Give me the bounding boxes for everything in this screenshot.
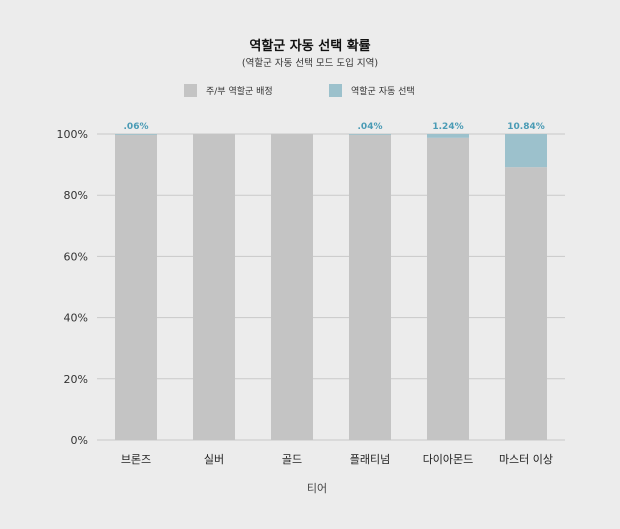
bar-allocated-cat-2	[271, 134, 313, 440]
data-label-cat-4: 1.24%	[432, 122, 463, 132]
y-tick-label: 20%	[64, 373, 88, 386]
bar-allocated-cat-1	[193, 134, 235, 440]
chart-title: 역할군 자동 선택 확률	[249, 38, 370, 54]
y-tick-label: 0%	[71, 434, 88, 447]
bar-autofill-cat-5	[505, 134, 547, 168]
x-category-label: 마스터 이상	[499, 453, 553, 466]
y-tick-label: 100%	[57, 128, 88, 141]
y-tick-label: 40%	[64, 312, 88, 325]
bar-allocated-cat-5	[505, 167, 547, 440]
x-category-label: 다이아몬드	[423, 453, 474, 466]
chart-subtitle: (역할군 자동 선택 모드 도입 지역)	[242, 57, 378, 69]
legend: 주/부 역할군 배정 역할군 자동 선택	[184, 84, 415, 97]
bar-allocated-cat-3	[349, 134, 391, 440]
x-axis-title: 티어	[307, 482, 327, 495]
bar-allocated-cat-4	[427, 137, 469, 440]
gridlines	[97, 133, 565, 441]
y-tick-label: 80%	[64, 189, 88, 202]
bar-autofill-cat-0	[115, 134, 157, 135]
legend-label-autofill: 역할군 자동 선택	[351, 86, 415, 97]
legend-label-allocated: 주/부 역할군 배정	[206, 86, 273, 97]
x-category-label: 골드	[282, 453, 302, 466]
bar-allocated-cat-0	[115, 134, 157, 440]
data-label-cat-0: .06%	[124, 122, 149, 132]
data-labels: .06% .04% 1.24% 10.84%	[124, 122, 545, 132]
data-label-cat-3: .04%	[358, 122, 383, 132]
x-axis-categories: 브론즈 실버 골드 플래티넘 다이아몬드 마스터 이상	[121, 453, 553, 466]
y-tick-label: 60%	[64, 250, 88, 263]
x-category-label: 브론즈	[121, 453, 151, 466]
legend-swatch-allocated	[184, 84, 197, 97]
x-category-label: 플래티넘	[350, 453, 390, 466]
x-category-label: 실버	[204, 453, 224, 466]
data-label-cat-5: 10.84%	[507, 122, 545, 132]
bar-autofill-cat-4	[427, 134, 469, 138]
bars	[115, 134, 547, 440]
legend-swatch-autofill	[329, 84, 342, 97]
y-axis-ticks: 0% 20% 40% 60% 80% 100%	[57, 128, 88, 447]
bar-autofill-cat-3	[349, 134, 391, 135]
